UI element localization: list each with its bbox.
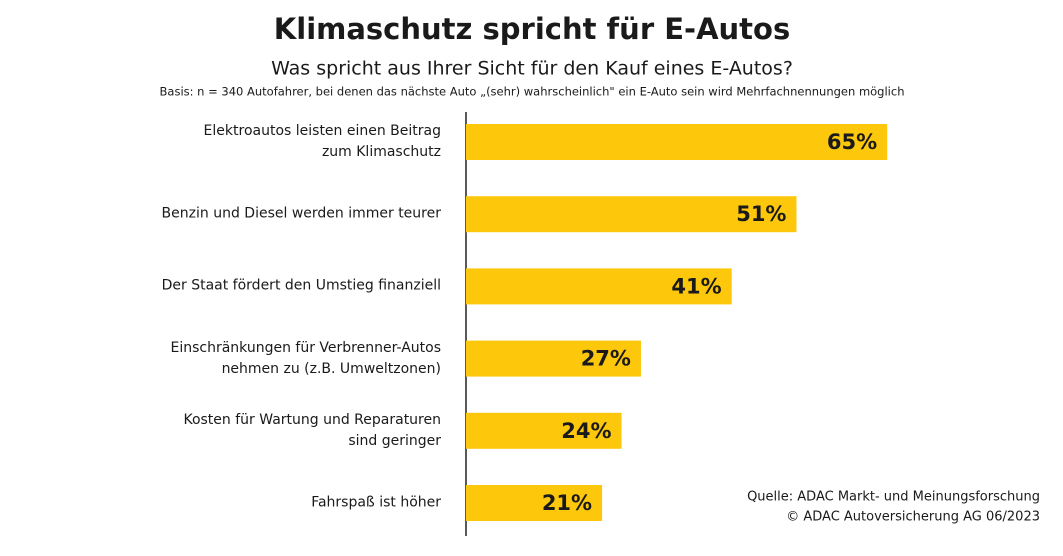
bar <box>466 196 797 233</box>
bar <box>466 412 622 449</box>
value-label: 21% <box>542 491 592 515</box>
value-label: 41% <box>671 274 721 298</box>
value-label: 51% <box>736 202 786 226</box>
chart-title: Klimaschutz spricht für E-Autos <box>274 12 790 46</box>
bar <box>466 485 603 521</box>
category-label: Elektroautos leisten einen Beitrag zum K… <box>203 123 441 160</box>
bar <box>466 340 641 377</box>
source: © ADAC Autoversicherung AG 06/2023 <box>786 510 1040 525</box>
category-label: Der Staat fördert den Umstieg finanziell <box>161 277 441 294</box>
value-label: 65% <box>827 130 877 154</box>
value-label: 27% <box>581 347 631 371</box>
value-label: 24% <box>561 419 611 443</box>
category-label: Benzin und Diesel werden immer teurer <box>161 205 441 222</box>
chart-subtitle: Was spricht aus Ihrer Sicht für den Kauf… <box>271 58 793 80</box>
category-label: Einschränkungen für Verbrenner-Autos neh… <box>170 339 441 377</box>
category-label: Fahrspaß ist höher <box>311 494 441 511</box>
category-label: Kosten für Wartung und Reparaturen sind … <box>183 411 441 449</box>
source: Quelle: ADAC Markt- und Meinungsforschun… <box>747 490 1040 505</box>
bar <box>466 268 732 305</box>
chart-note: Basis: n = 340 Autofahrer, bei denen das… <box>160 85 905 99</box>
bar <box>466 124 888 160</box>
